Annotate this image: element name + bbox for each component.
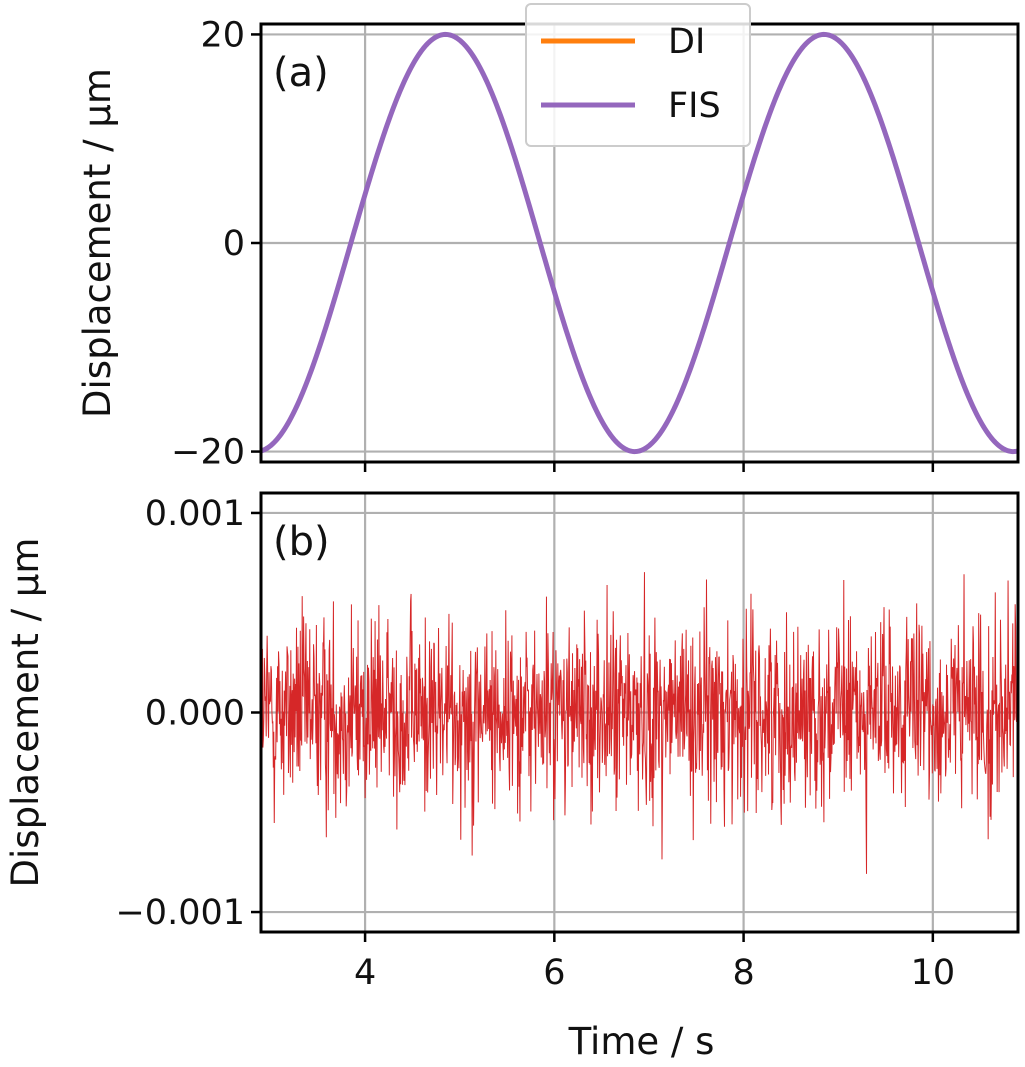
x-axis-title: Time / s (568, 1020, 715, 1063)
x-tick-label: 4 (354, 953, 376, 993)
x-tick-label: 6 (543, 953, 565, 993)
panel-a: −20 0 20 Displacement / μm (a) DI FIS (76, 3, 1020, 473)
y-tick-label: 0 (223, 224, 245, 264)
x-tick-label: 10 (911, 953, 956, 993)
y-tick-label: −0.001 (115, 893, 245, 933)
panel-label: (b) (273, 519, 330, 565)
y-axis-title: Displacement / μm (76, 68, 119, 418)
x-tick-label: 8 (732, 953, 754, 993)
y-axis-title: Displacement / μm (4, 538, 47, 888)
series-group (261, 572, 1018, 874)
y-tick-label: 0.000 (145, 694, 245, 734)
legend-label-fis: FIS (668, 86, 721, 126)
legend-label-di: DI (668, 22, 705, 62)
y-tick-label: −20 (171, 433, 245, 473)
y-tick-label: 20 (200, 15, 245, 55)
series-line-noise (261, 572, 1018, 874)
panel-label: (a) (273, 50, 329, 96)
y-tick-label: 0.001 (145, 494, 245, 534)
series-group (261, 31, 1018, 455)
panel-b: 4 6 8 10 −0.001 0.000 0.001 Displacement / μm Ti… (4, 491, 1020, 1063)
series-line-fis (261, 31, 1018, 455)
legend: DI FIS (525, 3, 751, 147)
